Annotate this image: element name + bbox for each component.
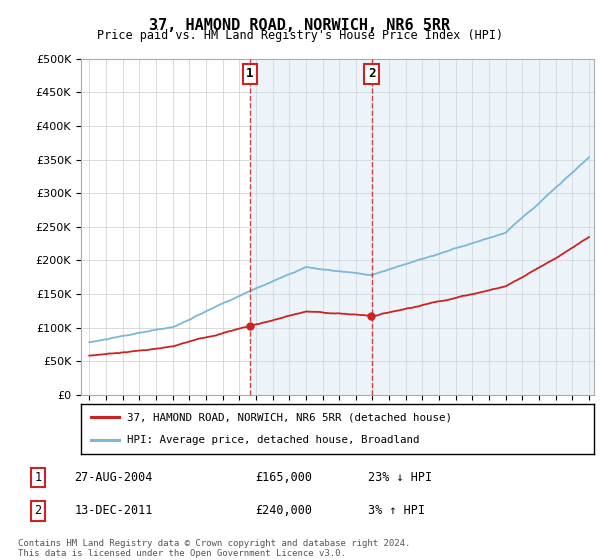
Text: 13-DEC-2011: 13-DEC-2011	[74, 504, 153, 517]
Text: 1: 1	[34, 471, 41, 484]
Text: 2: 2	[368, 67, 376, 80]
Bar	[371, 59, 594, 395]
Text: Contains HM Land Registry data © Crown copyright and database right 2024.
This d: Contains HM Land Registry data © Crown c…	[18, 539, 410, 558]
Text: HPI: Average price, detached house, Broadland: HPI: Average price, detached house, Broa…	[127, 435, 419, 445]
Text: 37, HAMOND ROAD, NORWICH, NR6 5RR: 37, HAMOND ROAD, NORWICH, NR6 5RR	[149, 18, 451, 33]
Text: 27-AUG-2004: 27-AUG-2004	[74, 471, 153, 484]
Text: Price paid vs. HM Land Registry's House Price Index (HPI): Price paid vs. HM Land Registry's House …	[97, 29, 503, 42]
Text: 3% ↑ HPI: 3% ↑ HPI	[368, 504, 425, 517]
Text: 23% ↓ HPI: 23% ↓ HPI	[368, 471, 432, 484]
Text: 1: 1	[247, 67, 254, 80]
Text: £165,000: £165,000	[255, 471, 312, 484]
Bar	[250, 59, 371, 395]
Text: 2: 2	[34, 504, 41, 517]
Text: £240,000: £240,000	[255, 504, 312, 517]
Text: 37, HAMOND ROAD, NORWICH, NR6 5RR (detached house): 37, HAMOND ROAD, NORWICH, NR6 5RR (detac…	[127, 412, 452, 422]
